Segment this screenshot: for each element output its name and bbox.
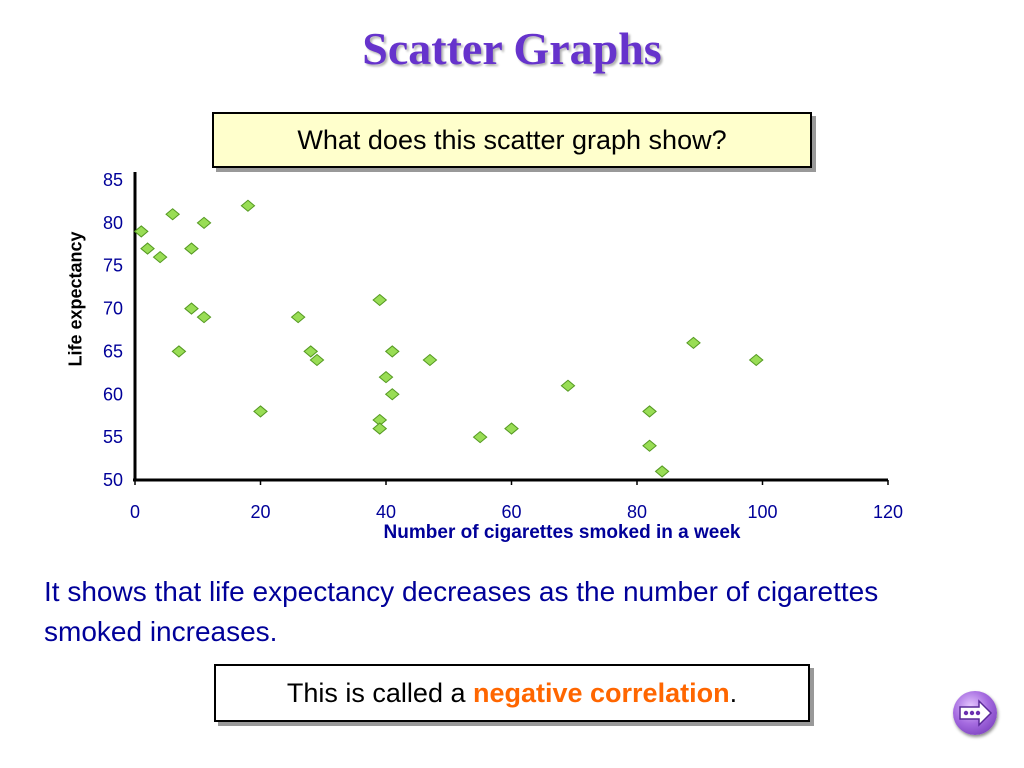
x-tick-label: 40	[376, 502, 396, 522]
slide-title: Scatter Graphs	[362, 23, 662, 74]
data-point	[504, 422, 519, 435]
data-point	[240, 199, 256, 212]
x-tick-label: 60	[501, 502, 521, 522]
data-point	[171, 345, 187, 358]
x-tick-label: 120	[873, 502, 903, 522]
data-point	[196, 216, 212, 230]
data-point	[372, 293, 388, 307]
description-text: It shows that life expectancy decreases …	[44, 576, 879, 647]
data-point	[184, 242, 199, 255]
answer-prefix: This is called a	[286, 677, 473, 708]
x-tick-label: 80	[627, 502, 647, 522]
y-tick-label: 65	[103, 341, 123, 361]
y-tick-label: 85	[103, 170, 123, 190]
data-point	[642, 405, 657, 418]
next-arrow-icon	[959, 699, 993, 727]
data-point	[290, 310, 306, 324]
y-tick-label: 70	[103, 299, 123, 319]
y-tick-label: 50	[103, 470, 123, 490]
x-axis-label: Number of cigarettes smoked in a week	[383, 522, 741, 543]
answer-highlight: negative correlation	[472, 677, 730, 708]
data-point	[309, 353, 325, 367]
question-box: What does this scatter graph show?	[212, 112, 812, 168]
x-tick-label: 0	[130, 502, 140, 522]
data-point	[303, 345, 319, 358]
data-point	[748, 353, 764, 367]
y-axis-label: Life expectancy	[65, 231, 86, 367]
data-point	[384, 345, 400, 358]
data-point	[378, 370, 394, 384]
data-point	[422, 353, 438, 367]
data-point	[253, 405, 268, 418]
x-tick-label: 100	[747, 502, 777, 522]
y-tick-label: 55	[103, 427, 123, 447]
data-point	[642, 439, 657, 452]
x-tick-label: 20	[250, 502, 270, 522]
data-point	[152, 250, 168, 264]
data-point	[384, 388, 400, 401]
data-point	[140, 242, 155, 255]
y-tick-label: 80	[103, 213, 123, 233]
data-point	[472, 430, 488, 444]
data-point	[654, 465, 670, 478]
data-point	[196, 310, 212, 324]
answer-suffix: .	[729, 677, 738, 708]
x-axis-label-container: Number of cigarettes smoked in a week	[0, 522, 1024, 544]
data-point	[184, 302, 199, 315]
data-point	[686, 336, 701, 350]
next-slide-button[interactable]	[953, 691, 997, 735]
data-point	[133, 225, 149, 238]
data-point	[372, 422, 388, 435]
data-point	[165, 208, 181, 221]
answer-box: This is called a negative correlation.	[214, 664, 810, 722]
scatter-chart: 0 20 40 60 80 100 120 50 55 60 65 70 75 80 85	[103, 170, 903, 522]
question-text: What does this scatter graph show?	[297, 124, 727, 155]
y-tick-label: 75	[103, 256, 123, 276]
data-point	[560, 379, 576, 392]
y-tick-label: 60	[103, 384, 123, 404]
